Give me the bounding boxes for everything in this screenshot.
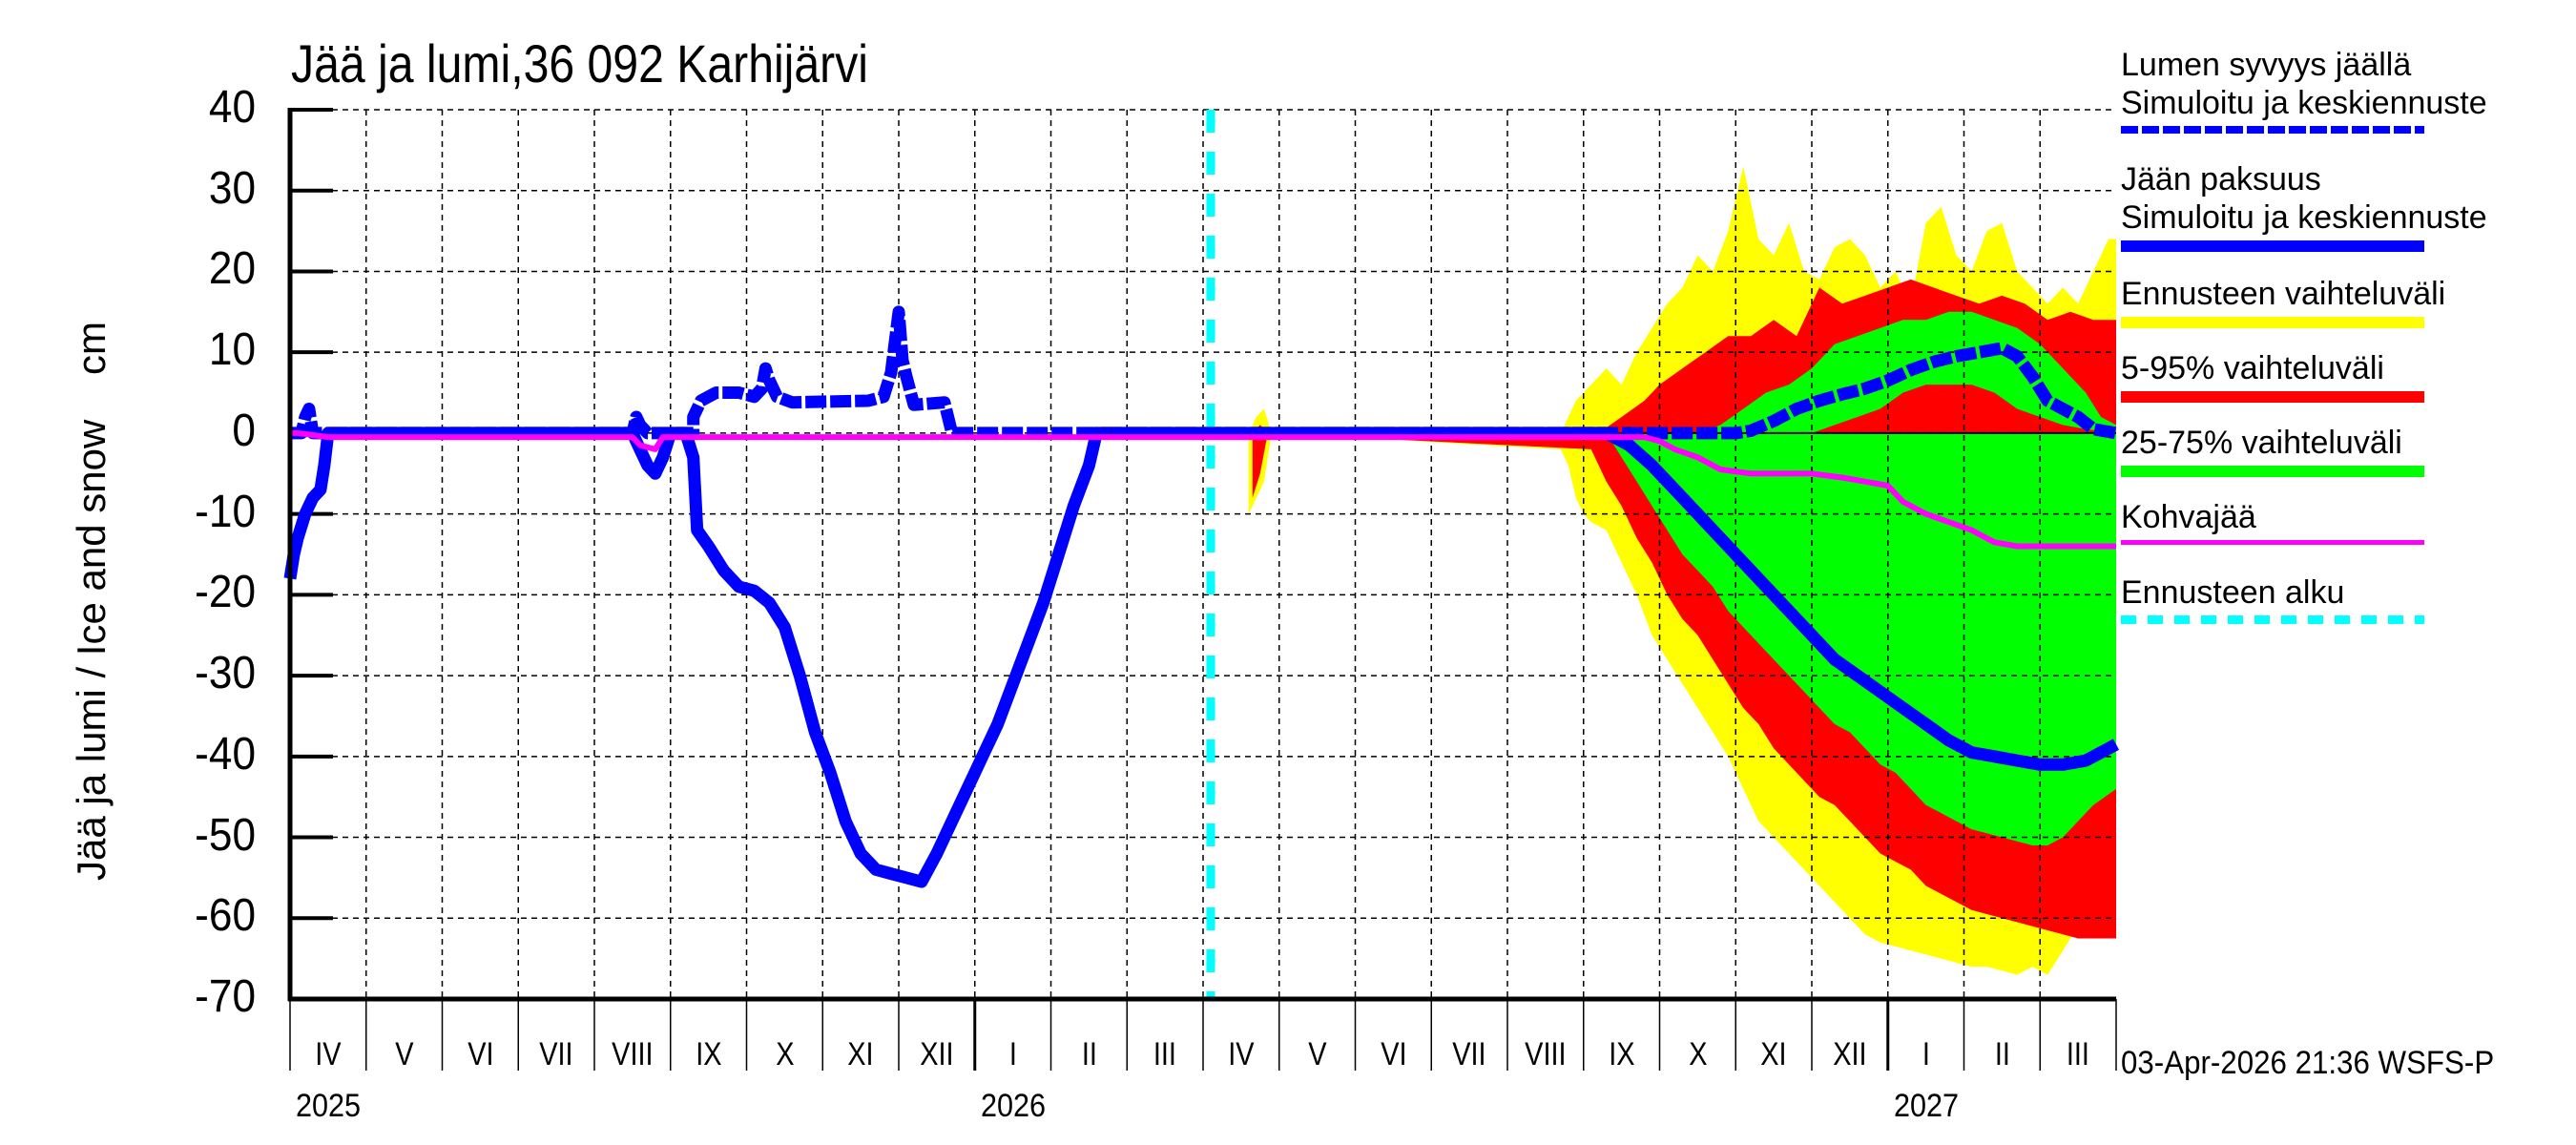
x-month-label: V	[394, 1036, 414, 1072]
x-year-label: 2025	[296, 1088, 362, 1124]
x-month-label: X	[1688, 1036, 1708, 1072]
y-tick-label: -20	[195, 567, 256, 618]
y-tick-label: -10	[195, 486, 256, 537]
y-tick-label: -60	[195, 890, 256, 942]
legend-swatch-solid-blue	[2121, 240, 2424, 252]
forecast-band	[1606, 311, 2116, 845]
y-tick-label: -50	[195, 809, 256, 861]
x-month-label: V	[1307, 1036, 1327, 1072]
legend-label: Jään paksuus	[2121, 161, 2321, 198]
legend-label: Ennusteen vaihteluväli	[2121, 276, 2446, 312]
y-axis-label: Jää ja lumi / Ice and snow cm	[69, 322, 114, 881]
x-year-label: 2026	[980, 1088, 1046, 1124]
y-tick-label: 10	[208, 324, 256, 376]
legend-swatch-yellow	[2121, 317, 2424, 328]
snow-depth-line	[290, 305, 2118, 440]
legend-swatch-green	[2121, 466, 2424, 477]
legend-sublabel: Simuloitu ja keskiennuste	[2121, 85, 2487, 121]
x-month-label: II	[1994, 1036, 2010, 1072]
x-month-label: II	[1081, 1036, 1097, 1072]
x-month-label: III	[2067, 1036, 2090, 1072]
x-month-label: VII	[1452, 1036, 1486, 1072]
x-month-label: XI	[847, 1036, 874, 1072]
x-month-label: VIII	[1525, 1036, 1567, 1072]
legend-sublabel: Simuloitu ja keskiennuste	[2121, 199, 2487, 236]
x-month-label: VI	[467, 1036, 494, 1072]
legend-label: Lumen syvyys jäällä	[2121, 47, 2412, 83]
slush-ice-line	[290, 429, 2116, 550]
y-tick-label: -30	[195, 648, 256, 699]
x-month-label: IV	[315, 1036, 342, 1072]
legend-item-5-95-range: 5-95% vaihteluväli	[2121, 349, 2569, 403]
y-tick-label: 40	[208, 82, 256, 133]
y-tick-label: 20	[208, 243, 256, 295]
y-tick-label: -40	[195, 728, 256, 780]
x-month-label: X	[775, 1036, 795, 1072]
x-month-label: XII	[920, 1036, 954, 1072]
x-month-label: XII	[1833, 1036, 1867, 1072]
x-month-label: XI	[1760, 1036, 1787, 1072]
legend-swatch-dotted-cyan	[2121, 615, 2424, 624]
x-month-label: VIII	[612, 1036, 654, 1072]
y-tick-label: 30	[208, 162, 256, 214]
legend-swatch-dashed-blue	[2121, 126, 2424, 134]
legend-label: Kohvajää	[2121, 499, 2256, 535]
legend-swatch-red	[2121, 391, 2424, 403]
x-month-label: IX	[1608, 1036, 1635, 1072]
x-month-label: I	[1922, 1036, 1930, 1072]
legend-swatch-magenta	[2121, 540, 2424, 545]
y-tick-label: 0	[232, 405, 256, 456]
legend-item-ice-thickness: Jään paksuus Simuloitu ja keskiennuste	[2121, 160, 2569, 252]
legend-item-slush-ice: Kohvajää	[2121, 498, 2569, 545]
timestamp: 03-Apr-2026 21:36 WSFS-P	[2121, 1045, 2495, 1081]
legend-label: 25-75% vaihteluväli	[2121, 425, 2402, 461]
x-year-label: 2027	[1893, 1088, 1959, 1124]
x-month-label: IX	[695, 1036, 722, 1072]
x-month-label: I	[1008, 1036, 1017, 1072]
legend: Lumen syvyys jäällä Simuloitu ja keskien…	[2121, 46, 2569, 624]
legend-item-25-75-range: 25-75% vaihteluväli	[2121, 424, 2569, 477]
chart-title: Jää ja lumi,36 092 Karhijärvi	[291, 33, 868, 94]
x-month-label: IV	[1228, 1036, 1255, 1072]
y-tick-label: -70	[195, 971, 256, 1022]
ice-thickness-line	[283, 427, 2120, 888]
legend-label: Ennusteen alku	[2121, 574, 2345, 611]
x-month-label: VI	[1380, 1036, 1407, 1072]
legend-item-forecast-start: Ennusteen alku	[2121, 573, 2569, 624]
legend-item-full-range: Ennusteen vaihteluväli	[2121, 275, 2569, 328]
legend-item-snow-depth: Lumen syvyys jäällä Simuloitu ja keskien…	[2121, 46, 2569, 134]
x-month-label: III	[1153, 1036, 1177, 1072]
legend-label: 5-95% vaihteluväli	[2121, 350, 2384, 386]
x-month-label: VII	[539, 1036, 573, 1072]
